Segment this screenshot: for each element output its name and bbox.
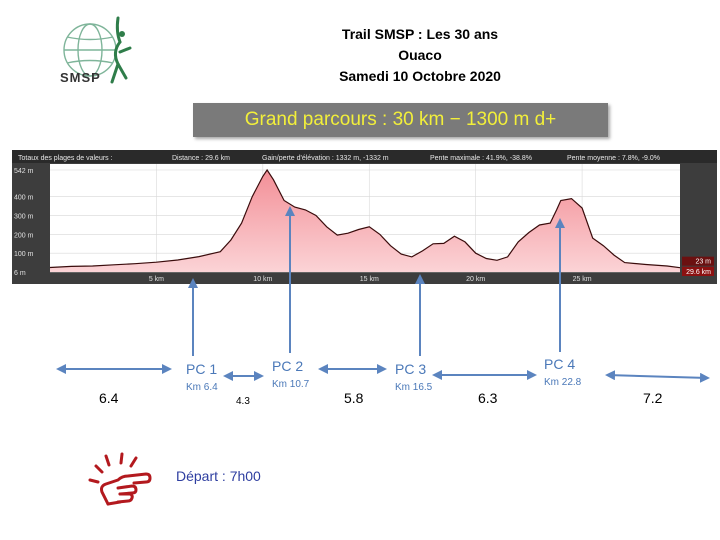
checkpoint-km: Km 10.7 bbox=[272, 379, 310, 390]
segment-arrow bbox=[605, 370, 710, 383]
checkpoint-km: Km 22.8 bbox=[544, 377, 582, 388]
checkpoint-name: PC 3 bbox=[395, 361, 427, 377]
y-tick-label: 100 m bbox=[14, 251, 34, 258]
course-banner: Grand parcours : 30 km − 1300 m d+ bbox=[193, 103, 608, 137]
elevation-line bbox=[49, 168, 681, 269]
elevation-area bbox=[50, 170, 680, 272]
right-label-bg bbox=[682, 267, 714, 276]
page-title: Trail SMSP : Les 30 ans Ouaco Samedi 10 … bbox=[300, 24, 540, 87]
checkpoint-km: Km 16.5 bbox=[395, 382, 433, 393]
y-tick-label: 542 m bbox=[14, 168, 34, 175]
checkpoint-km: Km 6.4 bbox=[186, 382, 218, 393]
right-label-bg bbox=[682, 256, 714, 266]
title-line-1: Trail SMSP : Les 30 ans bbox=[341, 26, 499, 42]
segment-distance: 6.4 bbox=[99, 390, 119, 406]
start-hand-icon bbox=[88, 452, 152, 506]
checkpoint-name: PC 2 bbox=[272, 358, 304, 374]
info-bar-text: Distance : 29.6 km bbox=[172, 155, 230, 162]
x-tick-label: 10 km bbox=[253, 276, 272, 283]
x-tick-label: 20 km bbox=[466, 276, 485, 283]
y-tick-label: 6 m bbox=[14, 270, 26, 277]
segment-distance: 5.8 bbox=[344, 390, 364, 406]
info-bar-text: Pente moyenne : 7.8%, -9.0% bbox=[567, 155, 660, 162]
y-tick-label: 200 m bbox=[14, 232, 34, 239]
start-time-text: Départ : 7h00 bbox=[176, 468, 261, 484]
y-tick-label: 300 m bbox=[14, 214, 34, 221]
checkpoint-name: PC 1 bbox=[186, 361, 218, 377]
title-line-2: Ouaco bbox=[398, 47, 442, 63]
info-bar-text: Totaux des plages de valeurs : bbox=[18, 155, 113, 162]
right-label: 23 m bbox=[695, 259, 711, 266]
info-bar-text: Pente maximale : 41.9%, -38.8% bbox=[430, 155, 532, 162]
smsp-logo-icon bbox=[63, 16, 132, 84]
x-tick-label: 5 km bbox=[149, 276, 164, 283]
x-tick-label: 25 km bbox=[573, 276, 592, 283]
y-tick-label: 400 m bbox=[14, 195, 34, 202]
title-line-3: Samedi 10 Octobre 2020 bbox=[339, 68, 501, 84]
segment-distance: 4.3 bbox=[236, 396, 250, 407]
x-tick-label: 15 km bbox=[360, 276, 379, 283]
logo-text: SMSP bbox=[60, 70, 101, 85]
elevation-chart: Totaux des plages de valeurs : Distance :… bbox=[12, 150, 717, 284]
info-bar-text: Gain/perte d'élévation : 1332 m, -1332 m bbox=[262, 155, 389, 162]
checkpoint-name: PC 4 bbox=[544, 356, 576, 372]
info-bar bbox=[12, 150, 717, 163]
right-label: 29.6 km bbox=[686, 269, 711, 276]
segment-distance: 6.3 bbox=[478, 390, 498, 406]
segment-distance: 7.2 bbox=[643, 390, 663, 406]
